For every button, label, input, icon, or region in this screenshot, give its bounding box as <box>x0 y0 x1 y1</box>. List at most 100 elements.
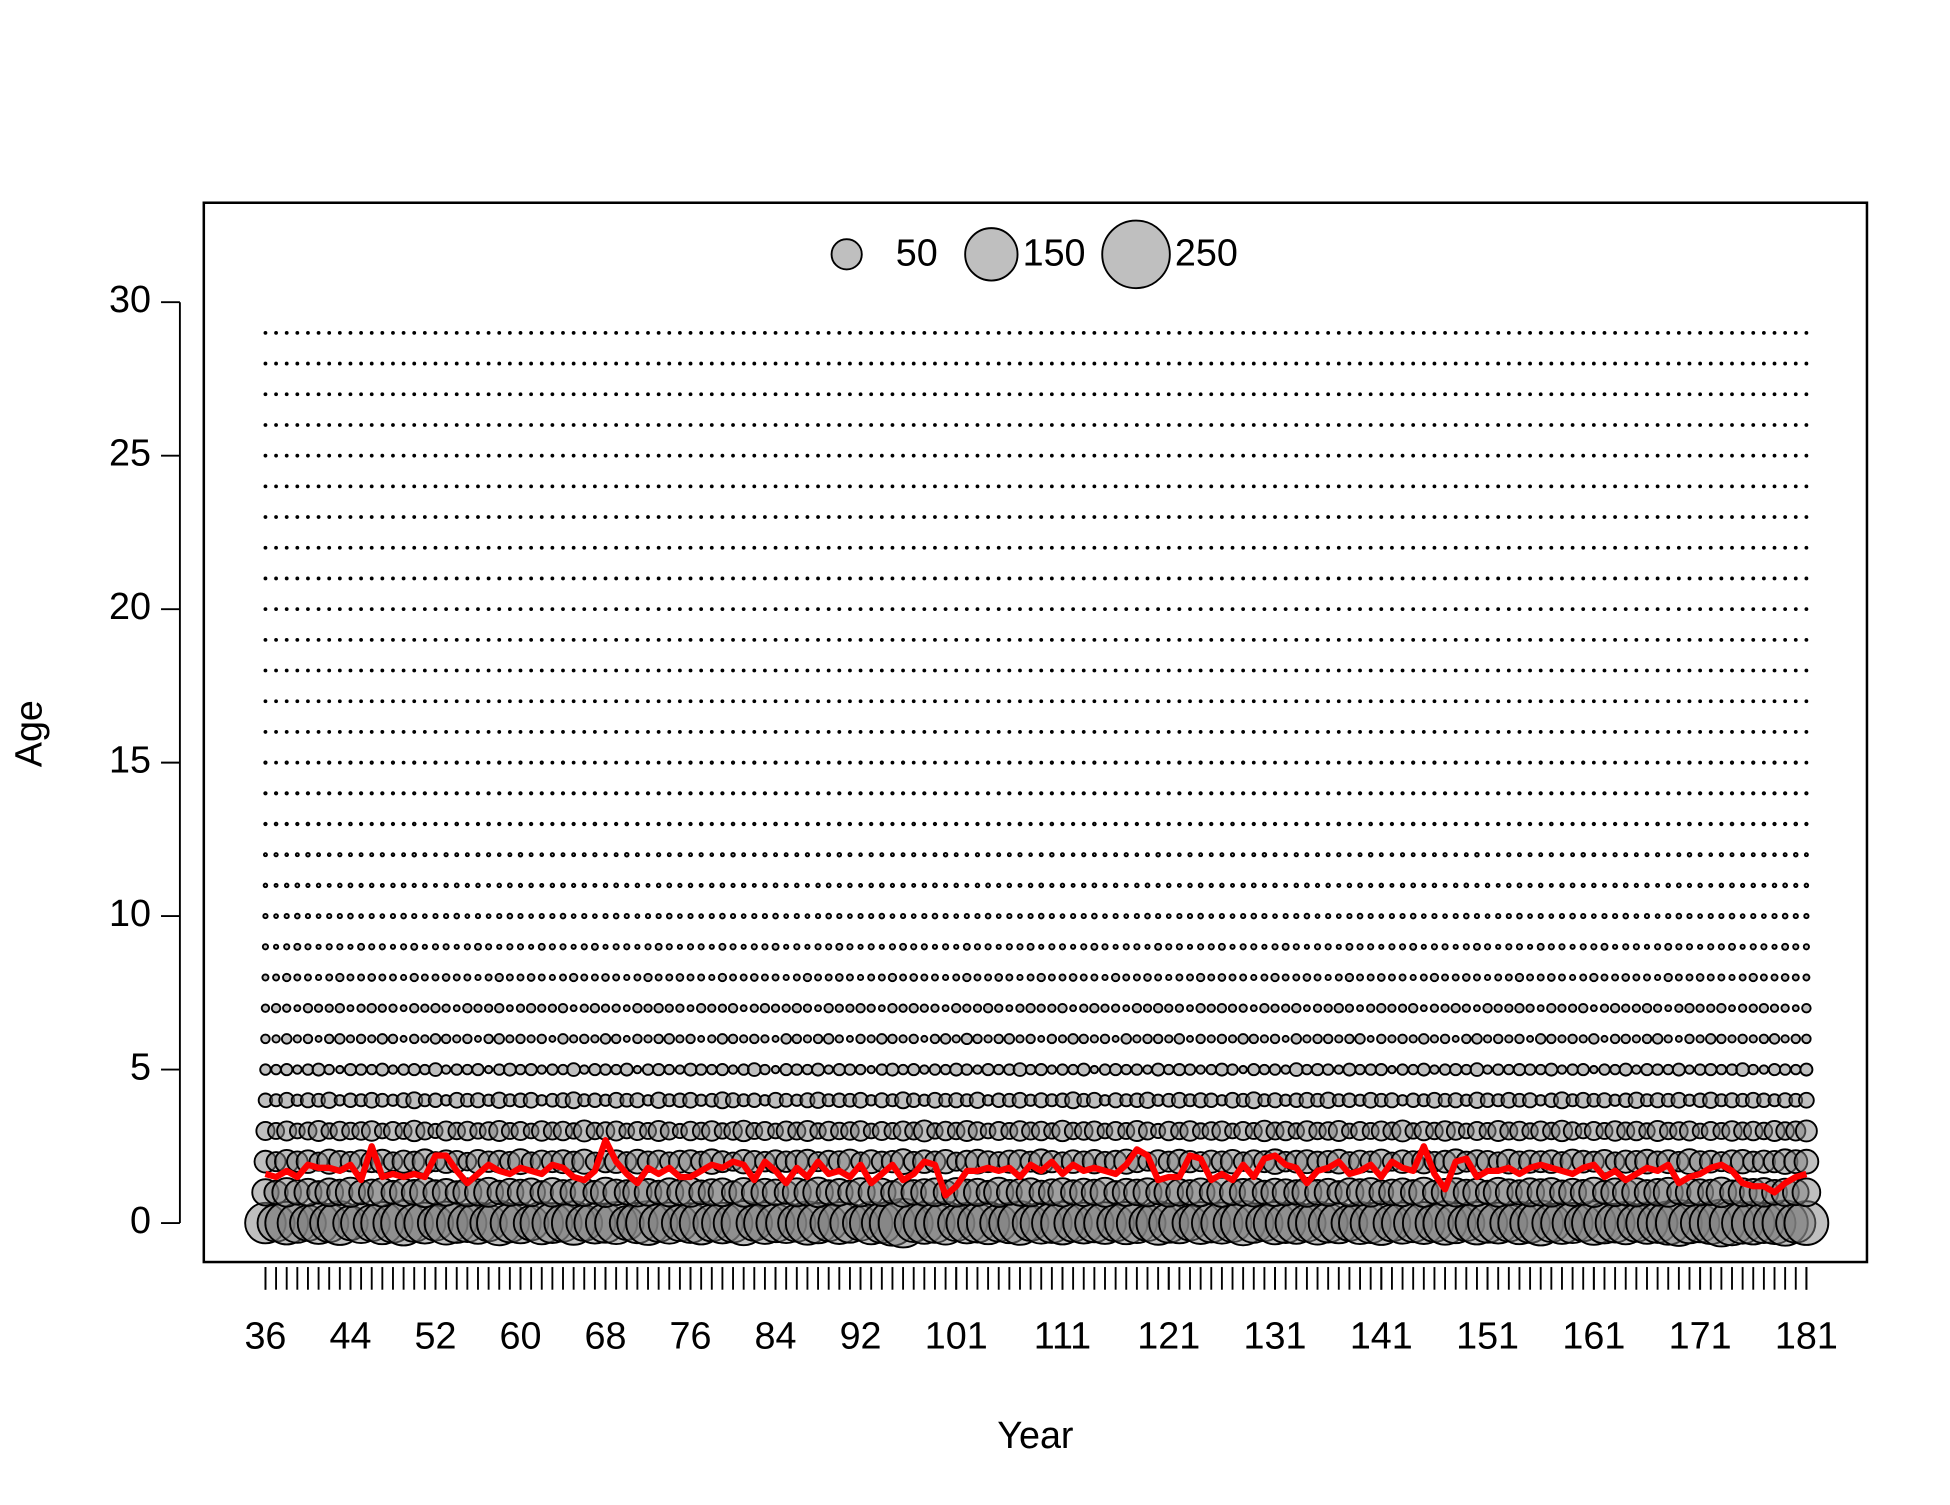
bubble <box>1793 330 1798 335</box>
bubble <box>1172 1062 1186 1077</box>
bubble <box>1177 453 1182 458</box>
bubble <box>1017 791 1023 796</box>
bubble <box>996 668 1001 673</box>
bubble <box>1598 1063 1611 1076</box>
bubble <box>635 668 640 673</box>
bubble <box>1496 361 1501 366</box>
bubble <box>1453 361 1458 366</box>
bubble <box>599 1033 612 1045</box>
bubble <box>1432 423 1437 427</box>
bubble <box>1347 423 1352 427</box>
bubble <box>1772 576 1777 581</box>
bubble <box>1358 730 1362 734</box>
bubble <box>1368 699 1373 704</box>
bubble <box>752 760 757 765</box>
bubble <box>805 361 810 366</box>
bubble <box>561 637 565 642</box>
bubble <box>1698 576 1703 581</box>
bubble <box>783 852 789 858</box>
bubble <box>964 668 969 673</box>
bubble <box>548 1034 557 1043</box>
bubble <box>1335 943 1342 950</box>
bubble <box>1103 668 1107 673</box>
bubble <box>678 392 682 397</box>
bubble <box>1239 973 1248 982</box>
bubble <box>465 821 470 827</box>
bubble <box>422 361 427 366</box>
bubble <box>1719 668 1724 673</box>
bubble <box>1164 1034 1174 1044</box>
bubble <box>1102 791 1108 796</box>
bubble <box>337 637 342 642</box>
bubble <box>675 1003 685 1013</box>
bubble <box>1092 330 1097 335</box>
bubble <box>550 668 555 673</box>
bubble <box>943 637 948 642</box>
bubble <box>280 1033 293 1045</box>
bubble <box>518 515 523 519</box>
bubble <box>975 361 980 366</box>
bubble <box>1620 1033 1631 1045</box>
bubble <box>571 760 576 765</box>
bubble <box>890 576 895 581</box>
bubble <box>731 361 735 366</box>
bubble <box>348 484 353 489</box>
bubble <box>1336 882 1342 888</box>
bubble <box>603 668 608 673</box>
bubble <box>1716 1002 1727 1014</box>
bubble <box>1475 392 1479 397</box>
bubble <box>1591 637 1596 642</box>
bubble <box>1344 1033 1355 1045</box>
bubble <box>686 1004 695 1013</box>
bubble <box>1261 851 1268 858</box>
bubble <box>1407 1063 1419 1076</box>
bubble <box>412 576 417 581</box>
bubble <box>283 943 291 951</box>
bubble <box>699 760 704 765</box>
bubble <box>845 1034 854 1043</box>
bubble <box>359 576 363 581</box>
bubble <box>1389 760 1395 765</box>
bubble <box>1303 943 1310 950</box>
bubble <box>1772 760 1777 765</box>
bubble <box>1251 576 1256 581</box>
bubble <box>931 943 939 950</box>
bubble <box>1048 943 1056 951</box>
bubble <box>866 1064 876 1075</box>
bubble <box>1028 392 1033 397</box>
bubble <box>1092 791 1097 796</box>
bubble <box>805 821 810 827</box>
bubble <box>716 1033 729 1045</box>
bubble <box>699 668 704 673</box>
bubble <box>1410 821 1416 827</box>
bubble <box>1698 423 1703 427</box>
bubble <box>996 882 1002 889</box>
bubble <box>1464 484 1469 489</box>
bubble <box>1783 668 1788 673</box>
bubble <box>822 1033 835 1045</box>
bubble <box>1081 576 1086 581</box>
bubble <box>1612 913 1619 920</box>
bubble <box>1068 973 1078 982</box>
bubble <box>698 882 704 888</box>
bubble <box>1443 545 1447 550</box>
bubble <box>550 699 555 704</box>
bubble <box>454 392 459 397</box>
bubble <box>794 821 799 827</box>
bubble <box>347 943 354 950</box>
bubble <box>1241 791 1246 796</box>
bubble <box>1283 423 1288 427</box>
bubble <box>1613 637 1618 642</box>
bubble <box>1528 545 1532 550</box>
bubble <box>1537 882 1544 889</box>
bubble <box>1707 913 1714 920</box>
bubble <box>507 607 512 612</box>
bubble <box>1494 973 1503 982</box>
bubble <box>1655 791 1660 796</box>
bubble <box>1506 515 1511 519</box>
bubble <box>1761 545 1766 550</box>
bubble <box>646 392 650 397</box>
bubble <box>814 973 823 982</box>
bubble <box>1379 576 1384 581</box>
bubble <box>837 453 842 458</box>
